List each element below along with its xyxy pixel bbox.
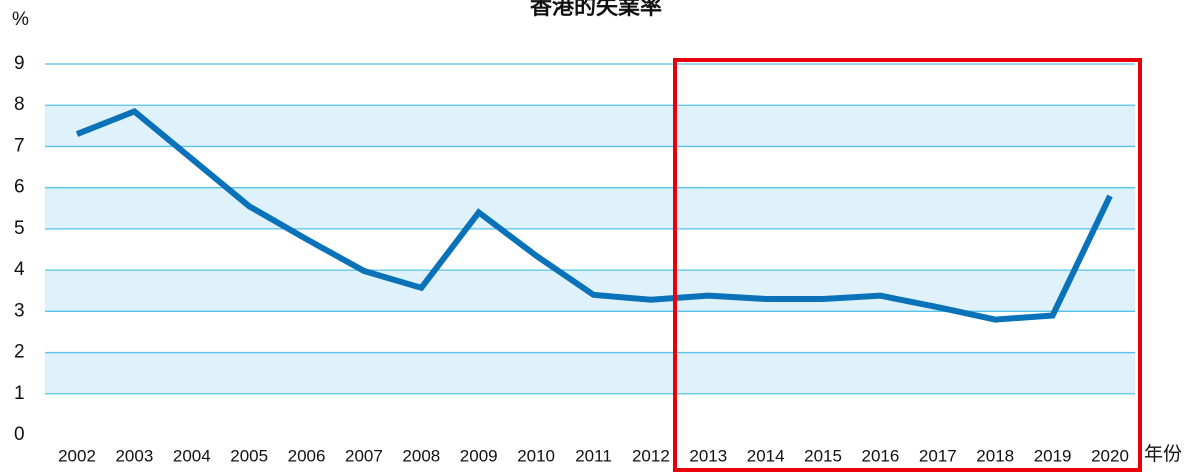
x-tick-label: 2019 xyxy=(1034,446,1072,465)
x-axis-label: 年份 xyxy=(1144,443,1182,465)
highlight-box xyxy=(673,58,1142,472)
x-tick-label: 2009 xyxy=(460,446,498,465)
x-tick-label: 2012 xyxy=(632,446,670,465)
x-tick-label: 2016 xyxy=(862,446,900,465)
x-tick-label: 2010 xyxy=(517,446,555,465)
y-tick-label: 9 xyxy=(14,53,25,74)
y-tick-label: 4 xyxy=(14,259,25,280)
x-tick-label: 2005 xyxy=(230,446,268,465)
line xyxy=(75,107,1113,323)
x-tick-label: 2008 xyxy=(402,446,440,465)
y-tick-label: 5 xyxy=(14,218,25,239)
y-tick-label: 8 xyxy=(14,94,25,115)
y-tick-label: 7 xyxy=(14,135,25,156)
y-tick-label: 0 xyxy=(14,424,25,445)
x-tick-label: 2014 xyxy=(747,446,785,465)
y-axis-label: % xyxy=(12,9,29,30)
x-tick-label: 2006 xyxy=(288,446,326,465)
y-tick-label: 1 xyxy=(14,383,25,404)
band xyxy=(45,187,1135,229)
y-tick-label: 2 xyxy=(14,342,25,363)
band xyxy=(45,352,1135,394)
y-tick-label: 6 xyxy=(14,177,25,198)
x-tick-label: 2020 xyxy=(1091,446,1129,465)
x-tick-label: 2018 xyxy=(976,446,1014,465)
x-tick-label: 2002 xyxy=(58,446,96,465)
x-tick-label: 2007 xyxy=(345,446,383,465)
x-tick-label: 2013 xyxy=(689,446,727,465)
y-tick-label: 3 xyxy=(14,300,25,321)
x-tick-label: 2004 xyxy=(173,446,211,465)
bands xyxy=(45,105,1135,394)
x-tick-label: 2003 xyxy=(115,446,153,465)
x-tick-label: 2017 xyxy=(919,446,957,465)
chart-title: 香港的失業率 xyxy=(530,0,662,19)
x-tick-label: 2011 xyxy=(575,446,612,465)
x-tick-label: 2015 xyxy=(804,446,842,465)
band xyxy=(45,105,1135,147)
